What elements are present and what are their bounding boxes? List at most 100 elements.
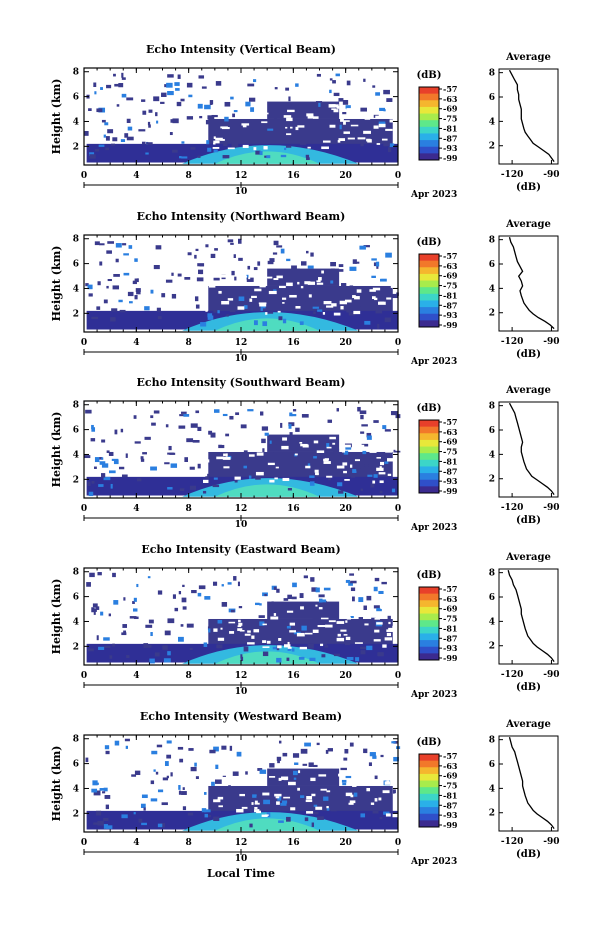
heatmap-layer-top bbox=[267, 768, 340, 786]
heatmap-cell bbox=[105, 750, 110, 755]
heatmap-cell bbox=[350, 587, 356, 592]
heatmap-cell bbox=[343, 757, 348, 761]
profile-line bbox=[508, 237, 555, 330]
heatmap-gap bbox=[373, 639, 381, 642]
heatmap-cell bbox=[386, 98, 393, 102]
heatmap-gap bbox=[237, 628, 243, 631]
heatmap-cell bbox=[174, 82, 180, 86]
heatmap-cell bbox=[245, 771, 248, 775]
heatmap-cell bbox=[190, 766, 197, 772]
colorbar-tick-label: -99 bbox=[443, 153, 458, 163]
heatmap-cell bbox=[91, 316, 99, 320]
date-suffix: Apr 2023 bbox=[410, 690, 457, 700]
heatmap-cell bbox=[334, 463, 339, 469]
y-tick-label: 8 bbox=[73, 568, 79, 578]
heatmap-cell bbox=[208, 628, 211, 633]
heatmap-gap bbox=[285, 126, 288, 129]
heatmap-gap bbox=[305, 465, 311, 469]
heatmap-cell bbox=[323, 600, 327, 606]
heatmap-cell bbox=[148, 109, 153, 113]
heatmap-cell bbox=[260, 306, 263, 311]
heatmap-cell bbox=[230, 242, 234, 245]
profile-x-tick-label: -90 bbox=[543, 170, 559, 180]
heatmap-cell bbox=[269, 763, 275, 768]
heatmap-cell bbox=[377, 652, 384, 657]
heatmap-cell bbox=[337, 482, 343, 487]
heatmap-gap bbox=[248, 454, 255, 457]
heatmap-gap bbox=[349, 610, 354, 613]
heatmap-gap bbox=[254, 802, 260, 805]
heatmap-gap bbox=[320, 788, 327, 791]
heatmap-gap bbox=[385, 104, 391, 108]
date-suffix: Apr 2023 bbox=[410, 857, 457, 867]
heatmap-gap bbox=[336, 465, 345, 469]
heatmap-cell bbox=[303, 575, 308, 579]
heatmap-cell bbox=[243, 305, 248, 309]
heatmap-cell bbox=[215, 81, 222, 86]
heatmap-cell bbox=[295, 268, 300, 273]
heatmap-cell bbox=[366, 435, 372, 440]
heatmap-cell bbox=[273, 452, 276, 457]
heatmap-cell bbox=[373, 586, 378, 592]
heatmap-cell bbox=[145, 152, 149, 155]
heatmap-cell bbox=[383, 89, 390, 95]
y-tick-label: 4 bbox=[73, 284, 79, 294]
colorbar-segment bbox=[419, 307, 439, 315]
heatmap-gap bbox=[352, 784, 357, 787]
heatmap-field bbox=[85, 238, 399, 331]
heatmap-cell bbox=[182, 584, 185, 588]
heatmap-cell bbox=[86, 582, 91, 587]
heatmap-cell bbox=[184, 277, 191, 280]
heatmap-cell bbox=[383, 455, 389, 460]
heatmap-cell bbox=[384, 317, 391, 323]
heatmap-cell bbox=[350, 616, 354, 619]
heatmap-cell bbox=[340, 767, 347, 771]
date-suffix: Apr 2023 bbox=[410, 190, 457, 200]
x-tick-label: 8 bbox=[186, 338, 192, 348]
heatmap-cell bbox=[99, 788, 105, 791]
heatmap-cell bbox=[273, 586, 277, 590]
profile-y-tick-label: 6 bbox=[489, 426, 495, 436]
heatmap-gap bbox=[275, 466, 279, 469]
heatmap-cell bbox=[153, 264, 160, 270]
x-tick-label: 20 bbox=[339, 338, 352, 348]
heatmap-gap bbox=[306, 811, 314, 814]
heatmap-gap bbox=[350, 115, 354, 118]
heatmap-cell bbox=[286, 657, 290, 661]
heatmap-gap bbox=[255, 471, 264, 476]
heatmap-cell bbox=[156, 307, 161, 312]
heatmap-cell bbox=[243, 464, 247, 469]
colorbar-segment bbox=[419, 273, 439, 281]
heatmap-gap bbox=[221, 442, 226, 445]
heatmap-gap bbox=[357, 137, 366, 140]
heatmap-cell bbox=[268, 775, 272, 780]
heatmap-gap bbox=[266, 640, 271, 644]
colorbar-segment bbox=[419, 787, 439, 795]
colorbar-tick-label: -69 bbox=[443, 604, 458, 614]
date-label: 10 bbox=[235, 687, 248, 697]
heatmap-cell bbox=[199, 115, 203, 119]
heatmap-cell bbox=[238, 296, 245, 301]
heatmap-cell bbox=[312, 617, 320, 622]
heatmap-gap bbox=[239, 776, 245, 780]
x-tick-label: 0 bbox=[81, 838, 87, 848]
heatmap-gap bbox=[260, 283, 266, 287]
heatmap-cell bbox=[327, 419, 333, 423]
heatmap-gap bbox=[257, 279, 260, 283]
heatmap-cell bbox=[172, 594, 176, 599]
heatmap-cell bbox=[262, 321, 268, 327]
heatmap-cell bbox=[249, 823, 253, 828]
heatmap-gap bbox=[308, 294, 312, 298]
heatmap-gap bbox=[261, 814, 268, 817]
heatmap-cell bbox=[157, 789, 164, 793]
colorbar-segment bbox=[419, 459, 439, 467]
heatmap-cell bbox=[127, 291, 134, 297]
heatmap-gap bbox=[299, 441, 303, 444]
heatmap-gap bbox=[379, 466, 382, 470]
heatmap-gap bbox=[311, 793, 316, 797]
heatmap-cell bbox=[166, 775, 169, 779]
heatmap-cell bbox=[280, 802, 287, 806]
heatmap-gap bbox=[225, 453, 228, 457]
heatmap-gap bbox=[379, 301, 384, 304]
colorbar-tick-label: -69 bbox=[443, 437, 458, 447]
